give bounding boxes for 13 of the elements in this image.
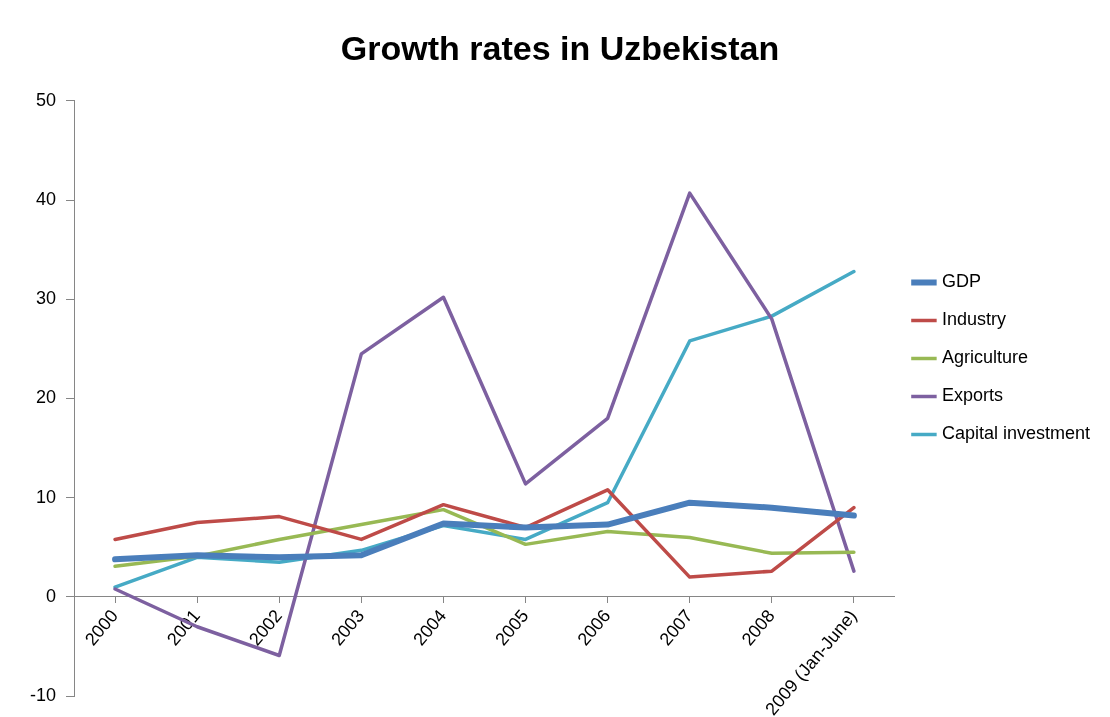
legend-label: GDP	[941, 271, 981, 292]
legend-label: Capital investment	[941, 423, 1091, 444]
y-tick-label: 10	[35, 486, 57, 507]
y-tick-label: 0	[46, 585, 57, 606]
chart-title: Growth rates in Uzbekistan	[340, 28, 780, 67]
legend-label: Industry	[941, 309, 1006, 330]
y-tick-label: -10	[30, 685, 57, 706]
y-tick-label: 30	[35, 288, 57, 309]
y-tick-label: 40	[35, 189, 57, 209]
legend-label: Agriculture	[941, 347, 1028, 368]
legend-label: Exports	[941, 385, 1003, 406]
y-tick-label: 20	[35, 387, 57, 408]
y-tick-label: 50	[35, 89, 57, 110]
